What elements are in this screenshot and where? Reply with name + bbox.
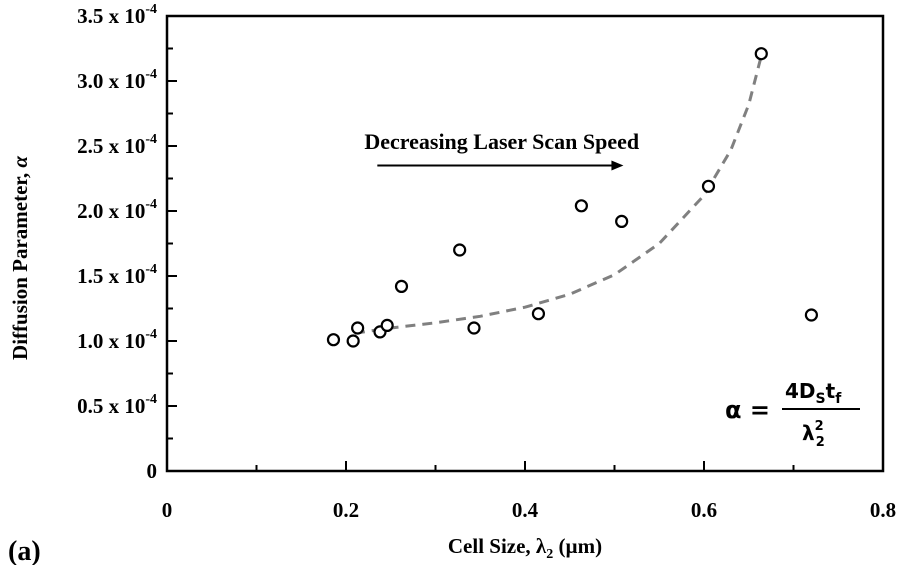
formula: α = 4DStf λ2 2: [725, 379, 860, 450]
x-tick-label: 0.8: [870, 498, 896, 522]
y-tick-label: 1.0 x 10-4: [77, 327, 157, 353]
y-tick-label: 0: [147, 459, 158, 483]
data-point: [453, 243, 467, 257]
y-tick-label: 1.5 x 10-4: [77, 262, 157, 288]
data-point: [615, 214, 629, 228]
y-axis-title: Diffusion Parameter, α: [8, 156, 32, 360]
trend-line: [354, 52, 764, 335]
data-point: [574, 199, 588, 213]
data-point: [467, 321, 481, 335]
trend-line-group: [354, 52, 764, 335]
plot-frame: [165, 14, 885, 473]
x-tick-label: 0.2: [333, 498, 359, 522]
data-point: [326, 333, 341, 347]
formula-numerator: 4DStf: [785, 379, 842, 407]
y-tick-label: 3.0 x 10-4: [77, 67, 157, 93]
y-tick-label: 3.5 x 10-4: [77, 2, 157, 28]
data-point: [346, 334, 360, 348]
data-point: [351, 321, 365, 335]
data-point: [701, 179, 716, 193]
annotation-arrow-head: [611, 160, 624, 171]
x-tick-label: 0.4: [512, 498, 539, 522]
axis-ticks: 0 0.2 0.4 0.6 0.8 0 0.5 x 10-4 1.0 x 10-4 1.5 x …: [77, 2, 896, 522]
y-tick-label: 2.5 x 10-4: [77, 132, 157, 158]
x-axis-title: Cell Size, λ2 (µm): [448, 534, 602, 562]
data-point: [380, 318, 394, 332]
y-tick-label: 2.0 x 10-4: [77, 197, 157, 223]
x-tick-label: 0.6: [691, 498, 717, 522]
data-point: [394, 279, 409, 293]
panel-label: (a): [8, 536, 41, 565]
data-point: [804, 308, 819, 322]
data-point: [531, 307, 546, 321]
data-points: [326, 47, 819, 348]
annotation: Decreasing Laser Scan Speed: [364, 129, 639, 171]
y-tick-label: 0.5 x 10-4: [77, 392, 157, 418]
data-point: [754, 47, 768, 61]
annotation-text: Decreasing Laser Scan Speed: [364, 129, 639, 154]
formula-denominator: λ2 2: [802, 419, 825, 450]
plot-area: [165, 14, 885, 473]
formula-lhs: α =: [725, 396, 770, 424]
x-tick-label: 0: [162, 498, 173, 522]
